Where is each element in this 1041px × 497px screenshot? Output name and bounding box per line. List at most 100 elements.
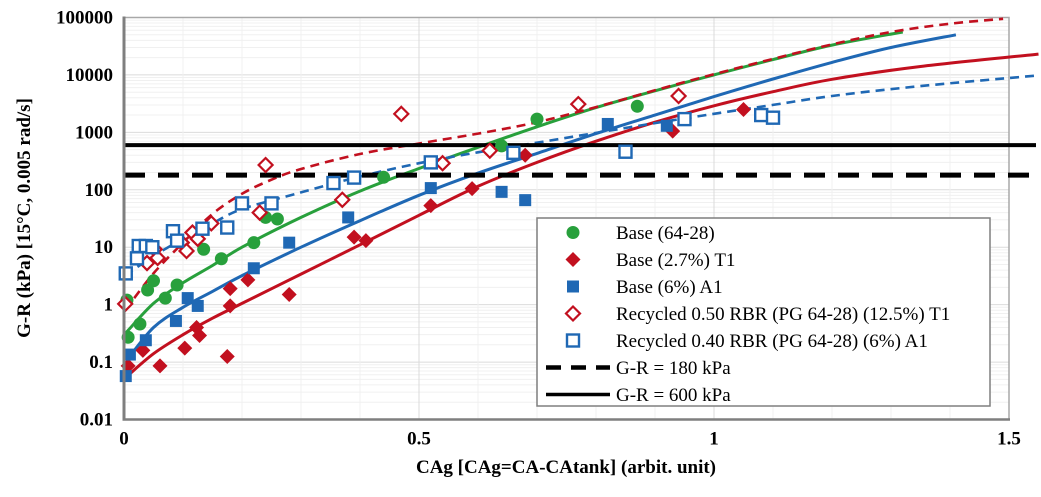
trend-line-base-2-7-t1 xyxy=(127,52,1039,376)
data-point-marker xyxy=(495,139,509,153)
data-point-marker xyxy=(495,185,508,198)
data-point-marker xyxy=(247,236,261,250)
data-point-marker xyxy=(660,119,673,132)
data-point-marker xyxy=(222,281,238,297)
data-point-marker xyxy=(281,287,297,303)
data-point-marker xyxy=(326,175,341,191)
series-base-6-a1 xyxy=(119,117,673,383)
data-point-marker xyxy=(569,95,587,113)
legend-label: Recycled 0.40 RBR (PG 64-28) (6%) A1 xyxy=(616,331,928,352)
data-point-marker xyxy=(257,156,275,174)
legend-entry: Base (2.7%) T1 xyxy=(565,250,735,271)
data-point-marker xyxy=(129,251,145,266)
data-point-marker xyxy=(481,142,499,160)
x-tick-label: 1 xyxy=(709,429,719,450)
legend-label: G-R = 180 kPa xyxy=(616,358,731,379)
legend-box xyxy=(536,217,991,407)
data-point-marker xyxy=(222,298,238,314)
data-point-marker xyxy=(377,170,391,184)
data-point-marker xyxy=(147,274,160,288)
data-point-marker xyxy=(120,358,136,374)
data-point-marker xyxy=(283,236,296,249)
legend-label: Base (6%) A1 xyxy=(616,277,723,298)
data-point-marker xyxy=(219,349,235,365)
legend-label: Base (2.7%) T1 xyxy=(616,250,735,271)
data-point-marker xyxy=(346,170,362,185)
data-point-marker xyxy=(119,370,132,383)
data-point-marker xyxy=(197,242,211,256)
data-point-marker xyxy=(564,304,582,323)
data-point-marker xyxy=(240,272,256,288)
data-point-marker xyxy=(123,348,136,361)
data-point-marker xyxy=(519,194,532,207)
data-point-marker xyxy=(765,110,781,125)
data-point-marker xyxy=(342,211,355,224)
legend-label: G-R = 600 kPa xyxy=(616,385,731,406)
data-point-marker xyxy=(506,145,521,161)
x-tick-label: 0 xyxy=(119,429,129,450)
data-point-marker xyxy=(152,358,168,374)
data-point-marker xyxy=(247,262,260,275)
x-axis-title: CAg [CAg=CA-CAtank] (arbit. unit) xyxy=(416,457,716,478)
data-point-marker xyxy=(566,226,580,239)
data-point-marker xyxy=(234,196,250,211)
data-point-marker xyxy=(264,196,279,211)
y-tick-label: 0.01 xyxy=(80,410,113,431)
data-point-marker xyxy=(118,266,133,281)
data-point-marker xyxy=(423,155,438,170)
legend: Base (64-28) Base (2.7%) T1 Base (6%) A1 Re… xyxy=(536,217,991,407)
data-point-marker xyxy=(424,182,437,195)
data-point-marker xyxy=(220,220,235,235)
y-tick-label: 100 xyxy=(85,180,114,201)
data-point-marker xyxy=(181,292,194,305)
data-point-marker xyxy=(170,278,184,292)
data-point-marker xyxy=(149,249,167,267)
legend-entry: Recycled 0.50 RBR (PG 64-28) (12.5%) T1 xyxy=(564,304,950,325)
data-point-marker xyxy=(158,291,172,305)
legend-entry: Base (6%) A1 xyxy=(567,277,723,298)
data-point-marker xyxy=(145,240,160,255)
data-point-marker xyxy=(567,280,579,293)
data-point-marker xyxy=(333,191,351,209)
data-point-marker xyxy=(565,252,581,267)
series-recycled-0-40-rbr-pg-64-28-6-a1 xyxy=(118,107,781,281)
data-point-marker xyxy=(358,233,374,249)
y-axis-title: G-R (kPa) [15°C, 0.005 rad/s] xyxy=(14,98,35,338)
data-point-marker xyxy=(517,147,533,163)
data-point-marker xyxy=(192,328,208,344)
data-point-marker xyxy=(169,233,185,248)
data-point-marker xyxy=(464,181,480,197)
data-point-marker xyxy=(754,107,769,123)
legend-entry: G-R = 600 kPa xyxy=(546,385,731,406)
axes xyxy=(122,16,1010,421)
y-tick-label: 1000 xyxy=(75,122,113,143)
data-point-marker xyxy=(630,99,644,113)
data-point-marker xyxy=(270,212,284,226)
legend-entry: Base (64-28) xyxy=(566,223,715,244)
trend-line-recycled-0-50-rbr-pg-64-28-12-5-t1 xyxy=(124,17,1004,311)
data-point-marker xyxy=(177,340,193,356)
data-point-marker xyxy=(191,299,204,312)
x-tick-label: 0.5 xyxy=(407,429,431,450)
series-base-2-7-t1 xyxy=(120,101,751,374)
data-point-marker xyxy=(530,112,544,126)
data-point-marker xyxy=(214,252,228,266)
data-point-marker xyxy=(392,105,410,123)
legend-label: Recycled 0.50 RBR (PG 64-28) (12.5%) T1 xyxy=(616,304,950,325)
data-point-marker xyxy=(423,198,439,214)
data-point-marker xyxy=(133,317,147,331)
y-tick-label: 100000 xyxy=(56,7,113,28)
data-point-marker xyxy=(670,87,688,105)
data-point-marker xyxy=(618,144,633,159)
y-tick-label: 10 xyxy=(94,237,113,258)
data-point-marker xyxy=(346,229,362,245)
data-point-marker xyxy=(195,221,210,236)
y-tick-label: 10000 xyxy=(66,65,114,86)
data-point-marker xyxy=(139,334,152,347)
y-tick-label: 0.1 xyxy=(89,352,113,373)
data-point-marker xyxy=(601,117,614,130)
data-point-marker xyxy=(169,314,182,327)
x-tick-label: 1.5 xyxy=(997,429,1021,450)
